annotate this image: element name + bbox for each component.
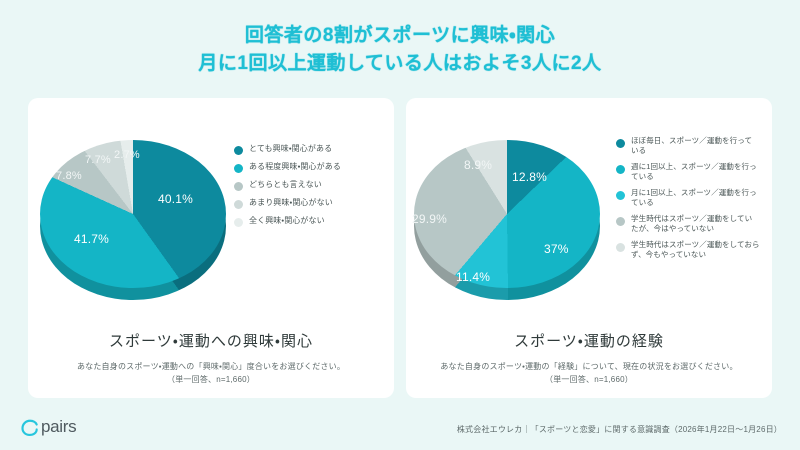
legend-bullet-icon [616,165,625,174]
legend-bullet-icon [234,200,243,209]
legend-item-interest-1[interactable]: ある程度興味・関心がある [234,162,382,173]
card-subtitle-line-2: （単一回答、n=1,660） [545,375,633,384]
legend-bullet-icon [234,146,243,155]
legend-bullet-icon [616,243,625,252]
slice-label-interest-3: 7.7% [85,154,111,166]
card-subtitle-line-2: （単一回答、n=1,660） [167,375,255,384]
legend-label: 学生時代はスポーツ／運動をしておら ず、今もやっていない [631,240,760,259]
legend-item-experience-2[interactable]: 月に1回以上、スポーツ／運動を行っ ている [616,188,768,208]
card-title-interest: スポーツ・運動への興味・関心 [109,333,313,350]
slice-label-interest-4: 2.7% [114,149,140,161]
legend-item-experience-4[interactable]: 学生時代はスポーツ／運動をしておら ず、今もやっていない [616,240,768,260]
legend-bullet-icon [234,164,243,173]
legend-item-experience-3[interactable]: 学生時代はスポーツ／運動をしてい たが、今はやっていない [616,214,768,234]
legend-item-experience-1[interactable]: 週に1回以上、スポーツ／運動を行っ ている [616,162,768,182]
legend-experience: ほぼ毎日、スポーツ／運動を行って いる 週に1回以上、スポーツ／運動を行っ てい… [616,136,768,266]
page-title: 回答者の8割がスポーツに興味・関心 月に1回以上運動している人はおよそ3人に2人 [0,22,800,78]
footer-note: 株式会社エウレカ｜「スポーツと恋愛」に関する意識調査（2026年1月22日〜1月… [456,425,782,434]
chart-card-interest: 40.1% 41.7% 7.8% 7.7% 2.7% とても興味・関心がある あ… [28,98,394,398]
pairs-logo-mark-icon [21,419,38,437]
legend-bullet-icon [234,182,243,191]
legend-item-experience-0[interactable]: ほぼ毎日、スポーツ／運動を行って いる [616,136,768,156]
legend-item-interest-4[interactable]: 全く興味・関心がない [234,216,382,227]
chart-card-experience: 12.8% 37% 11.4% 29.9% 8.9% ほぼ毎日、スポーツ／運動を… [406,98,772,398]
slice-label-interest-2: 7.8% [56,170,82,182]
legend-label: ほぼ毎日、スポーツ／運動を行って いる [631,136,753,155]
legend-interest: とても興味・関心がある ある程度興味・関心がある どちらとも言えない あまり興味… [234,144,382,234]
card-subtitle-experience: あなた自身のスポーツ・運動の「経験」について、現在の状況をお選びください。 （単… [406,360,772,386]
legend-label: 全く興味・関心がない [249,216,325,225]
legend-label: 学生時代はスポーツ／運動をしてい たが、今はやっていない [631,214,753,233]
chart-area-interest: 40.1% 41.7% 7.8% 7.7% 2.7% とても興味・関心がある あ… [28,112,394,322]
legend-label: あまり興味・関心がない [249,198,333,207]
pairs-logo-text: pairs [41,417,77,436]
slice-label-interest-0: 40.1% [158,192,194,206]
legend-bullet-icon [616,217,625,226]
page-title-line-2: 月に1回以上運動している人はおよそ3人に2人 [198,53,602,74]
legend-item-interest-3[interactable]: あまり興味・関心がない [234,198,382,209]
legend-label: 月に1回以上、スポーツ／運動を行っ ている [631,188,757,207]
legend-label: ある程度興味・関心がある [249,162,341,171]
card-subtitle-line-1: あなた自身のスポーツ・運動への「興味・関心」度合いをお選びください。 [76,362,346,371]
card-title-experience: スポーツ・運動の経験 [514,333,664,350]
slice-label-interest-1: 41.7% [74,232,110,246]
pie-chart-experience: 12.8% 37% 11.4% 29.9% 8.9% [412,130,604,308]
card-subtitle-interest: あなた自身のスポーツ・運動への「興味・関心」度合いをお選びください。 （単一回答… [28,360,394,386]
slice-label-experience-2: 11.4% [456,270,491,284]
chart-area-experience: 12.8% 37% 11.4% 29.9% 8.9% ほぼ毎日、スポーツ／運動を… [406,112,772,322]
slice-label-experience-3: 29.9% [412,212,448,226]
page-title-line-1: 回答者の8割がスポーツに興味・関心 [244,25,556,46]
slice-label-experience-1: 37% [544,242,569,256]
legend-item-interest-2[interactable]: どちらとも言えない [234,180,382,191]
pie-face-experience [414,140,600,288]
slice-label-experience-4: 8.9% [464,158,493,172]
legend-bullet-icon [234,218,243,227]
slice-label-experience-0: 12.8% [512,170,548,184]
legend-label: どちらとも言えない [249,180,322,189]
legend-bullet-icon [616,191,625,200]
legend-label: とても興味・関心がある [249,144,333,153]
pie-face-interest [40,140,226,288]
legend-item-interest-0[interactable]: とても興味・関心がある [234,144,382,155]
pie-chart-interest: 40.1% 41.7% 7.8% 7.7% 2.7% [40,130,230,308]
pairs-logo: pairs [20,417,77,437]
card-subtitle-line-1: あなた自身のスポーツ・運動の「経験」について、現在の状況をお選びください。 [440,362,738,371]
legend-bullet-icon [616,139,625,148]
legend-label: 週に1回以上、スポーツ／運動を行っ ている [631,162,757,181]
